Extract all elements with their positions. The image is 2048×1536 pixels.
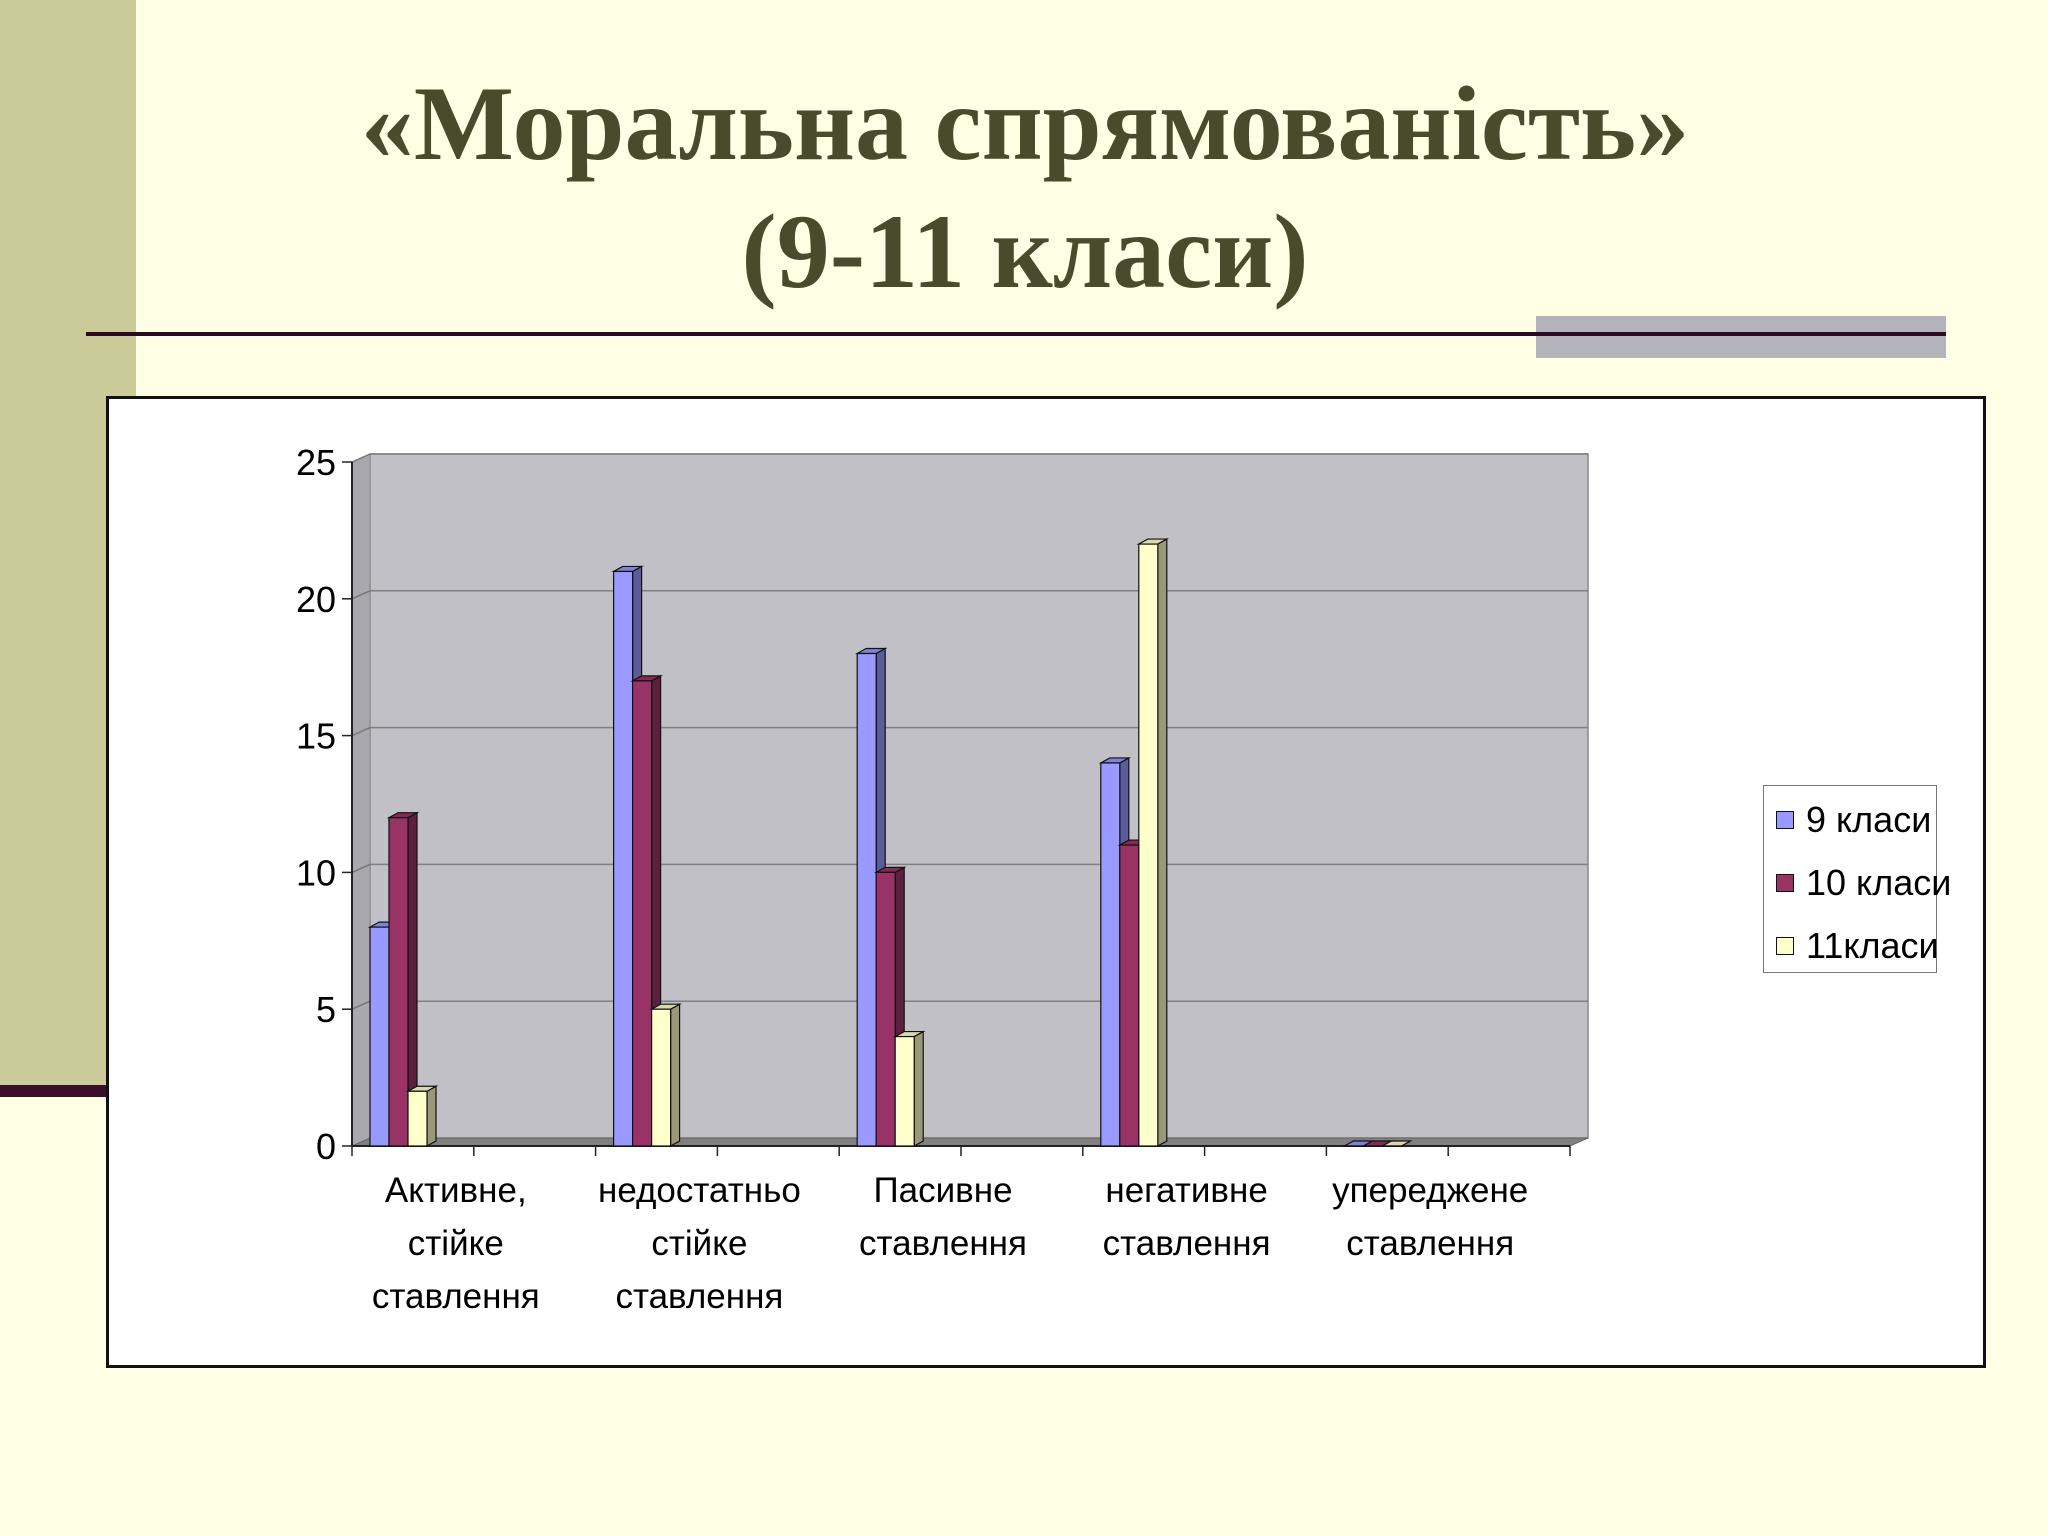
- x-tick-label: ставлення: [1103, 1224, 1271, 1263]
- bar: [631, 680, 653, 1147]
- bar: [1138, 543, 1159, 1147]
- bar: [1119, 844, 1140, 1147]
- x-tick-label: стійке: [651, 1224, 747, 1263]
- title-rule: [86, 332, 1946, 336]
- y-tick-label: 20: [296, 579, 336, 620]
- x-tick-label: ставлення: [1346, 1224, 1514, 1263]
- bar: [856, 652, 877, 1147]
- plot-back-wall: [369, 453, 1589, 1139]
- bar: [1100, 762, 1121, 1147]
- bar-chart: 0 5 10 15 20 25 Активне, стійке ставлення недоста…: [296, 442, 1589, 1316]
- y-tick-label: 5: [316, 989, 336, 1030]
- legend-item-9-klasy: 9 класи: [1776, 799, 1932, 840]
- legend-label: 11класи: [1806, 925, 1939, 966]
- x-tick-label: Активне,: [385, 1171, 527, 1210]
- gridline-diagonal: [351, 1000, 371, 1010]
- slide-title: «Моральна спрямованість» (9-11 класи): [200, 60, 1850, 316]
- bar: [407, 1090, 428, 1147]
- side-decor-rule: [0, 1085, 136, 1097]
- x-tick-label: ставлення: [372, 1277, 540, 1316]
- x-tick-label: Пасивне: [873, 1171, 1012, 1210]
- x-tick-label: стійке: [408, 1224, 504, 1263]
- title-line-2: (9-11 класи): [741, 193, 1309, 310]
- title-line-1: «Моральна спрямованість»: [360, 65, 1690, 182]
- title-rule-block: [1536, 316, 1946, 358]
- bar: [613, 570, 634, 1147]
- plot-side-wall: [351, 453, 371, 1147]
- chart-container: 0 5 10 15 20 25 Активне, стійке ставлення недоста…: [106, 396, 1986, 1368]
- bar-side: [669, 1003, 681, 1148]
- chart-legend: 9 класи 10 класи 11класи: [1763, 785, 1951, 973]
- bar: [894, 1035, 915, 1147]
- y-tick-label: 10: [296, 852, 336, 893]
- legend-label: 9 класи: [1806, 799, 1932, 840]
- bar: [369, 926, 390, 1147]
- title-rule-overlay: [1536, 332, 1946, 336]
- gridline-diagonal: [351, 726, 371, 737]
- gridline-diagonal: [351, 863, 371, 874]
- x-tick-label: упереджене: [1332, 1171, 1528, 1210]
- legend-swatch: [1776, 937, 1794, 955]
- legend-item-10-klasy: 10 класи: [1776, 862, 1952, 903]
- bar: [650, 1008, 672, 1147]
- bar-side: [426, 1085, 437, 1148]
- y-tick-label: 15: [296, 716, 336, 757]
- legend-item-11-klasy: 11класи: [1776, 925, 1939, 966]
- y-tick-label: 25: [296, 442, 336, 483]
- gridline-diagonal: [351, 453, 371, 463]
- x-tick-label: ставлення: [615, 1277, 783, 1316]
- bar: [388, 817, 409, 1147]
- x-tick-label: недостатньо: [598, 1171, 801, 1210]
- legend-swatch: [1776, 874, 1794, 892]
- bar-side: [1157, 538, 1168, 1148]
- bar: [875, 871, 896, 1147]
- bar-side: [913, 1030, 924, 1148]
- x-tick-label: негативне: [1105, 1171, 1267, 1210]
- legend-label: 10 класи: [1806, 862, 1952, 903]
- gridline-diagonal: [351, 590, 371, 600]
- y-tick-label: 0: [316, 1126, 336, 1167]
- legend-swatch: [1776, 811, 1794, 829]
- x-tick-label: ставлення: [859, 1224, 1027, 1263]
